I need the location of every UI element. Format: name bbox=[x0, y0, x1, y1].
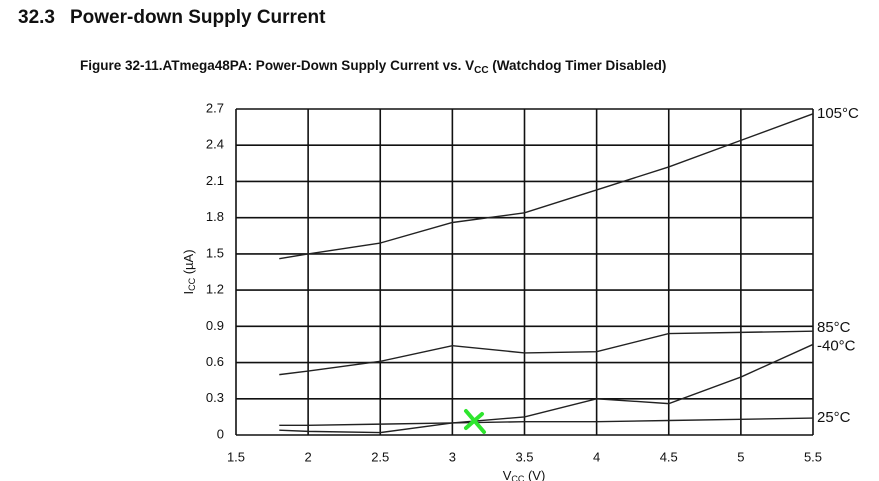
y-tick-label: 0.3 bbox=[206, 390, 224, 405]
y-tick-label: 2.4 bbox=[206, 137, 224, 152]
y-tick-label: 2.1 bbox=[206, 173, 224, 188]
label-subscript: CC bbox=[511, 474, 524, 481]
series-line bbox=[279, 343, 814, 434]
plot: 0 0.3 0.6 0.9 1.2 1.5 1.8 2.1 2.4 2.7 1.5 2 2.5 3 3.5 4… bbox=[206, 100, 859, 464]
series-label: -40°C bbox=[817, 337, 856, 354]
series-line bbox=[279, 330, 814, 376]
series-label: 25°C bbox=[817, 409, 851, 426]
x-tick-label: 2 bbox=[305, 449, 312, 464]
x-tick-label: 4.5 bbox=[660, 449, 678, 464]
x-tick-label: 3 bbox=[449, 449, 456, 464]
x-tick-label: 1.5 bbox=[227, 449, 245, 464]
series-line bbox=[279, 417, 814, 427]
label-part: V bbox=[503, 468, 512, 481]
y-tick-label: 0.9 bbox=[206, 318, 224, 333]
x-tick-label: 4 bbox=[593, 449, 600, 464]
y-tick-label: 0.6 bbox=[206, 354, 224, 369]
title-subscript: CC bbox=[474, 65, 488, 76]
y-tick-label: 0 bbox=[217, 426, 224, 441]
x-tick-label: 5 bbox=[737, 449, 744, 464]
label-subscript: CC bbox=[187, 277, 197, 290]
x-axis-label: VCC (V) bbox=[503, 468, 546, 481]
title-part: Figure 32-11.ATmega48PA: Power-Down Supp… bbox=[80, 58, 474, 73]
y-tick-label: 1.8 bbox=[206, 209, 224, 224]
series-line bbox=[279, 113, 814, 260]
y-tick-label: 2.7 bbox=[206, 100, 224, 115]
section-number: 32.3 bbox=[18, 7, 55, 28]
x-tick-label: 2.5 bbox=[371, 449, 389, 464]
section-title: Power-down Supply Current bbox=[70, 7, 326, 28]
label-part: I bbox=[181, 291, 196, 295]
series-label: 85°C bbox=[817, 319, 851, 336]
chart-title: Figure 32-11.ATmega48PA: Power-Down Supp… bbox=[80, 58, 666, 76]
y-tick-label: 1.5 bbox=[206, 245, 224, 260]
label-part: (µA) bbox=[181, 249, 196, 277]
series-label: 105°C bbox=[817, 105, 859, 122]
y-axis-label: ICC (µA) bbox=[181, 249, 197, 294]
y-tick-label: 1.2 bbox=[206, 282, 224, 297]
x-tick-label: 5.5 bbox=[804, 449, 822, 464]
title-part: (Watchdog Timer Disabled) bbox=[489, 58, 667, 73]
label-part: (V) bbox=[524, 468, 545, 481]
hand-mark bbox=[464, 409, 486, 434]
x-tick-label: 3.5 bbox=[515, 449, 533, 464]
